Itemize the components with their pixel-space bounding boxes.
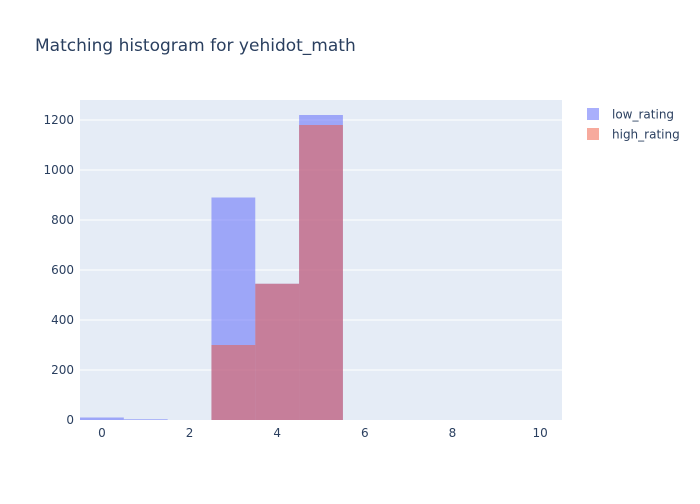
- chart-title: Matching histogram for yehidot_math: [35, 36, 356, 56]
- bar-high_rating-bin-3[interactable]: [211, 345, 256, 420]
- x-tick-label: 4: [273, 426, 281, 440]
- x-tick-label: 8: [449, 426, 457, 440]
- x-tick-label: 10: [532, 426, 547, 440]
- x-tick-label: 6: [361, 426, 369, 440]
- legend-swatch-low_rating: [587, 108, 599, 120]
- bar-high_rating-bin-4[interactable]: [255, 283, 300, 420]
- y-tick-label: 400: [51, 313, 74, 327]
- x-tick-label: 2: [186, 426, 194, 440]
- legend-item-high_rating[interactable]: high_rating: [587, 128, 680, 142]
- x-tick-label: 0: [98, 426, 106, 440]
- y-tick-label: 1000: [43, 163, 74, 177]
- bar-low_rating-bin-0[interactable]: [80, 417, 124, 421]
- legend[interactable]: low_rating high_rating: [587, 108, 680, 142]
- x-tick-labels: 0 2 4 6 8 10: [98, 426, 548, 440]
- bar-low_rating-bin-1[interactable]: [123, 419, 168, 420]
- y-tick-label: 800: [51, 213, 74, 227]
- legend-swatch-high_rating: [587, 128, 599, 140]
- bar-high_rating-bin-5[interactable]: [299, 125, 343, 420]
- legend-item-low_rating[interactable]: low_rating: [587, 108, 674, 122]
- y-tick-label: 200: [51, 363, 74, 377]
- y-tick-label: 600: [51, 263, 74, 277]
- y-tick-label: 1200: [43, 113, 74, 127]
- legend-label-low_rating: low_rating: [612, 108, 674, 122]
- histogram-bars: [80, 115, 343, 420]
- legend-label-high_rating: high_rating: [612, 128, 680, 142]
- y-tick-label: 0: [66, 413, 74, 427]
- y-tick-labels: 0 200 400 600 800 1000 1200: [43, 113, 74, 427]
